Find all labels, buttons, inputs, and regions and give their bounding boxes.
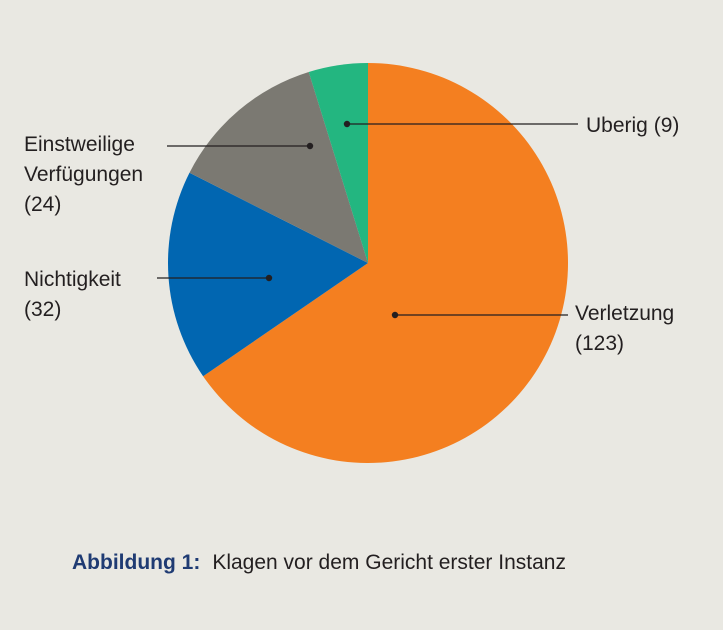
slice-label-1: Nichtigkeit(32) (24, 268, 121, 321)
leader-dot-0 (392, 312, 398, 318)
figure-caption: Abbildung 1: Klagen vor dem Gericht erste… (72, 551, 566, 575)
figure-label: Abbildung 1: (72, 551, 200, 574)
slice-label-3: Uberig (9) (586, 114, 679, 137)
pie-chart: Verletzung(123) Nichtigkeit(32) Einstweili… (0, 0, 723, 520)
slice-label-0: Verletzung(123) (575, 302, 674, 355)
leader-dot-3 (344, 121, 350, 127)
leader-dot-1 (266, 275, 272, 281)
caption-text: Klagen vor dem Gericht erster Instanz (212, 551, 566, 574)
slice-label-2: EinstweiligeVerfügungen(24) (24, 133, 143, 216)
leader-dot-2 (307, 143, 313, 149)
